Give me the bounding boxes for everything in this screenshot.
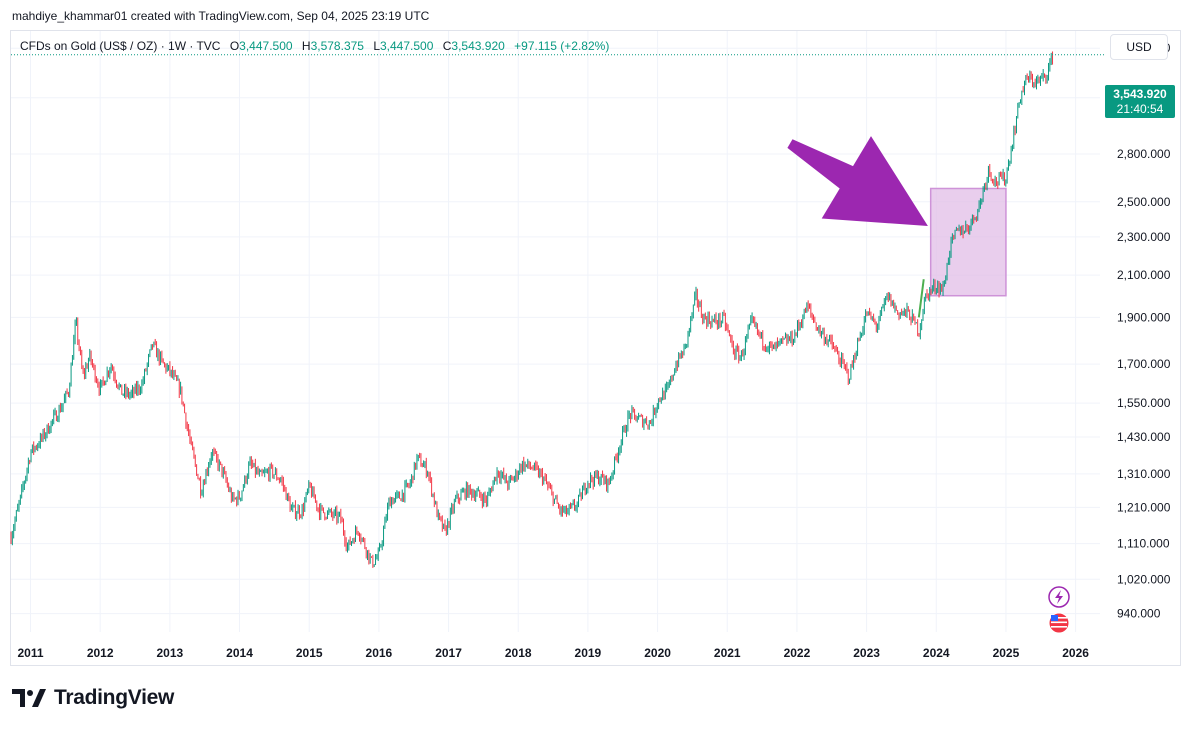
y-tick-label: 1,310.000 [1117,467,1171,481]
time-axis: 2011 2012 2013 2014 2015 2016 2017 2018 2019 2020… [17,646,1089,660]
event-badges [1048,586,1070,634]
y-tick-label: 1,020.000 [1117,572,1171,586]
trend-segment [917,279,925,318]
y-tick-label: 1,700.000 [1117,357,1171,371]
x-tick-label: 2022 [784,646,811,660]
x-tick-label: 2020 [644,646,671,660]
symbol-legend: CFDs on Gold (US$ / OZ) · 1W · TVC O3,44… [20,39,609,53]
high-value: 3,578.375 [310,39,364,53]
high-label: H [301,39,311,53]
highlight-rectangle [929,187,1007,297]
y-tick-label: 2,300.000 [1117,230,1171,244]
change-value: +97.115 (+2.82%) [514,39,610,53]
tradingview-logo-icon [12,689,46,707]
highlight-box [929,187,1007,297]
x-tick-label: 2023 [853,646,880,660]
y-tick-label: 2,100.000 [1117,268,1171,282]
flag-stripe [1051,617,1067,619]
y-tick-label: 1,210.000 [1117,500,1171,514]
y-tick-label: 1,900.000 [1117,310,1171,324]
y-tick-label: 1,550.000 [1117,396,1171,410]
chart-pane[interactable] [10,30,1181,666]
open-value: 3,447.500 [239,39,293,53]
chart-grid [11,31,1100,632]
last-price-label: 3,543.920 21:40:54 [1105,85,1175,118]
x-tick-label: 2018 [505,646,532,660]
us-flag-event-icon [1048,612,1070,634]
x-tick-label: 2016 [366,646,393,660]
price-axis: 3,600.0003,200.0002,800.0002,500.0002,30… [1117,41,1171,620]
x-tick-label: 2026 [1062,646,1089,660]
x-tick-label: 2019 [575,646,602,660]
x-tick-label: 2011 [17,646,43,660]
candlestick-series [10,51,1054,568]
lightning-glyph [1055,590,1063,604]
y-tick-label: 2,500.000 [1117,195,1171,209]
x-tick-label: 2013 [157,646,184,660]
last-price-value: 3,543.920 [1113,86,1167,101]
open-label: O [229,39,240,53]
currency-button[interactable]: USD [1110,34,1168,60]
x-tick-label: 2021 [714,646,741,660]
close-value: 3,543.920 [451,39,505,53]
tradingview-logo[interactable]: TradingView [12,686,174,710]
symbol-title: CFDs on Gold (US$ / OZ) · 1W · TVC [20,39,221,53]
y-tick-label: 2,800.000 [1117,147,1171,161]
purple-arrow [787,136,928,226]
x-tick-label: 2017 [435,646,462,660]
lightning-event-icon [1048,586,1070,608]
x-tick-label: 2012 [87,646,114,660]
x-tick-label: 2014 [226,646,253,660]
flag-canton [1051,615,1058,621]
x-tick-label: 2025 [993,646,1020,660]
y-tick-label: 1,430.000 [1117,430,1171,444]
x-tick-label: 2015 [296,646,323,660]
brand-name: TradingView [54,686,175,709]
y-tick-label: 940.000 [1117,607,1161,621]
y-tick-label: 1,110.000 [1117,537,1170,551]
bar-countdown: 21:40:54 [1116,101,1164,116]
chart-caption: mahdiye_khammar01 created with TradingVi… [12,9,430,23]
x-tick-label: 2024 [923,646,950,660]
low-label: L [373,39,380,53]
annotation-layer [787,136,928,318]
close-label: C [442,39,452,53]
flag-stripe [1051,626,1067,628]
low-value: 3,447.500 [380,39,434,53]
flag-stripe [1051,621,1067,624]
